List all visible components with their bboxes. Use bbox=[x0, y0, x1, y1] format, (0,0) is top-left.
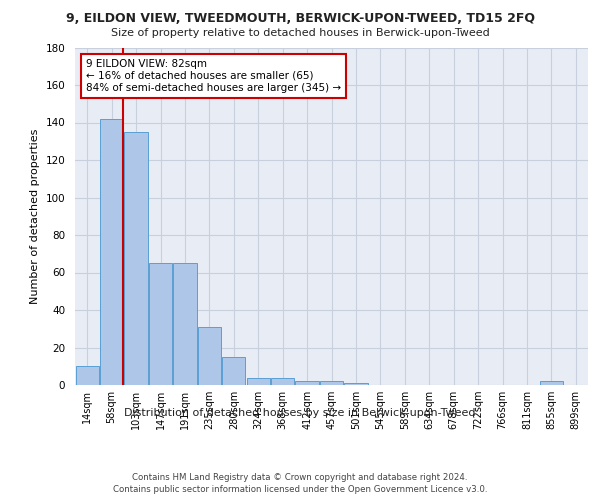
Bar bbox=[295, 381, 319, 385]
Bar bbox=[320, 381, 343, 385]
Bar bbox=[540, 381, 563, 385]
Text: Distribution of detached houses by size in Berwick-upon-Tweed: Distribution of detached houses by size … bbox=[124, 408, 476, 418]
Bar bbox=[222, 357, 245, 385]
Bar bbox=[173, 263, 197, 385]
Text: Contains public sector information licensed under the Open Government Licence v3: Contains public sector information licen… bbox=[113, 485, 487, 494]
Bar bbox=[76, 366, 99, 385]
Bar bbox=[198, 327, 221, 385]
Y-axis label: Number of detached properties: Number of detached properties bbox=[30, 128, 40, 304]
Text: 9, EILDON VIEW, TWEEDMOUTH, BERWICK-UPON-TWEED, TD15 2FQ: 9, EILDON VIEW, TWEEDMOUTH, BERWICK-UPON… bbox=[65, 12, 535, 26]
Text: Contains HM Land Registry data © Crown copyright and database right 2024.: Contains HM Land Registry data © Crown c… bbox=[132, 472, 468, 482]
Bar bbox=[344, 383, 368, 385]
Bar bbox=[100, 118, 123, 385]
Bar bbox=[271, 378, 294, 385]
Bar bbox=[124, 132, 148, 385]
Text: 9 EILDON VIEW: 82sqm
← 16% of detached houses are smaller (65)
84% of semi-detac: 9 EILDON VIEW: 82sqm ← 16% of detached h… bbox=[86, 60, 341, 92]
Text: Size of property relative to detached houses in Berwick-upon-Tweed: Size of property relative to detached ho… bbox=[110, 28, 490, 38]
Bar bbox=[149, 263, 172, 385]
Bar bbox=[247, 378, 270, 385]
